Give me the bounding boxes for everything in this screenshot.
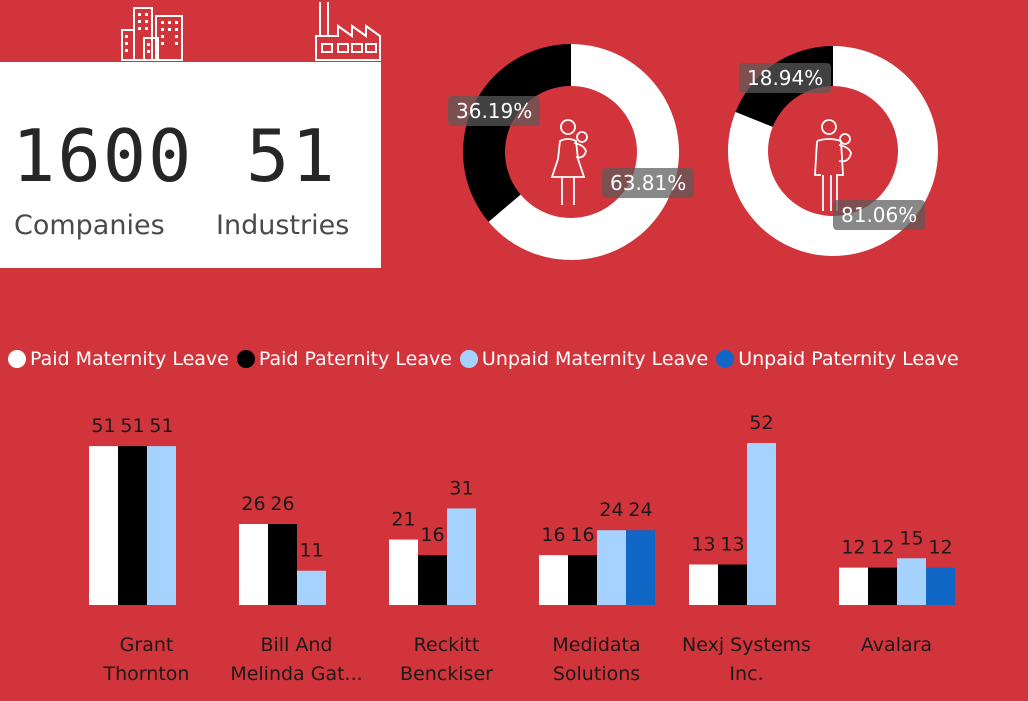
legend-dot-icon: [459, 350, 478, 368]
chart-legend: Paid Maternity Leave Paid Paternity Leav…: [8, 348, 967, 370]
legend-dot-icon: [716, 350, 735, 368]
bar[interactable]: [626, 530, 655, 605]
category-label: Grant Thornton: [72, 631, 222, 689]
legend-item-paid-maternity[interactable]: Paid Maternity Leave: [8, 348, 229, 370]
category-label-line: Solutions: [552, 663, 641, 685]
legend-label: Unpaid Paternity Leave: [738, 348, 959, 370]
donut1-slice-label-white: 63.81%: [602, 168, 695, 198]
data-label: 16: [570, 524, 594, 546]
legend-label: Unpaid Maternity Leave: [481, 348, 709, 370]
category-label: Bill And Melinda Gat...: [222, 631, 372, 689]
bar[interactable]: [418, 555, 447, 605]
category-label-line: Benckiser: [400, 663, 493, 685]
data-label: 11: [299, 540, 323, 562]
bar[interactable]: [147, 446, 176, 605]
data-label: 24: [628, 499, 652, 521]
bar[interactable]: [568, 555, 597, 605]
bar[interactable]: [718, 564, 747, 606]
maternity-donut-chart: [463, 43, 679, 260]
data-label: 12: [870, 537, 894, 559]
category-label-line: Grant: [119, 634, 174, 656]
data-label: 51: [91, 415, 115, 437]
donut2-slice-label-black: 18.94%: [739, 63, 832, 93]
donut-slice[interactable]: [488, 44, 679, 260]
industries-count: 51: [246, 114, 337, 198]
category-label-line: [822, 660, 972, 689]
father-child-icon: [814, 119, 852, 211]
data-label: 26: [241, 493, 265, 515]
data-label: 51: [149, 415, 173, 437]
bar[interactable]: [597, 530, 626, 605]
category-label-line: Nexj Systems: [682, 634, 811, 656]
category-label: Avalara: [822, 631, 972, 689]
legend-label: Paid Paternity Leave: [258, 348, 452, 370]
kpi-card: 1600 Companies 51 Industries: [0, 62, 381, 268]
category-label-line: Thornton: [103, 663, 190, 685]
category-label: Medidata Solutions: [522, 631, 672, 689]
bar[interactable]: [239, 524, 268, 605]
bar[interactable]: [297, 570, 326, 605]
bar[interactable]: [118, 446, 147, 605]
bar[interactable]: [89, 446, 118, 605]
data-label: 15: [899, 527, 923, 549]
bar[interactable]: [689, 564, 718, 606]
category-label-line: Medidata: [552, 634, 641, 656]
legend-dot-icon: [236, 350, 255, 368]
companies-count: 1600: [12, 114, 194, 198]
data-label: 12: [928, 537, 952, 559]
data-label: 12: [841, 537, 865, 559]
legend-label: Paid Maternity Leave: [30, 348, 229, 370]
bar[interactable]: [747, 443, 776, 605]
category-label: Reckitt Benckiser: [372, 631, 522, 689]
data-label: 21: [391, 509, 415, 531]
mother-child-icon: [550, 119, 588, 205]
bar[interactable]: [926, 567, 955, 605]
factory-icon: [315, 2, 381, 61]
buildings-icon: [121, 7, 183, 61]
data-label: 16: [420, 524, 444, 546]
data-label: 13: [720, 534, 744, 556]
data-label: 52: [749, 412, 773, 434]
legend-item-paid-paternity[interactable]: Paid Paternity Leave: [236, 348, 452, 370]
bar[interactable]: [447, 508, 476, 605]
bar[interactable]: [539, 555, 568, 605]
category-label-line: Avalara: [860, 634, 933, 656]
legend-item-unpaid-maternity[interactable]: Unpaid Maternity Leave: [459, 348, 709, 370]
bar[interactable]: [389, 539, 418, 605]
bar[interactable]: [268, 524, 297, 605]
category-label-line: Melinda Gat...: [230, 663, 363, 685]
data-label: 51: [120, 415, 144, 437]
category-label-line: Reckitt: [413, 634, 480, 656]
legend-dot-icon: [8, 350, 26, 368]
category-label-line: Bill And: [260, 634, 333, 656]
category-label-line: Inc.: [729, 663, 764, 685]
data-label: 31: [449, 477, 473, 499]
data-label: 16: [541, 524, 565, 546]
donut1-slice-label-black: 36.19%: [448, 96, 541, 126]
legend-item-unpaid-paternity[interactable]: Unpaid Paternity Leave: [716, 348, 959, 370]
donut2-slice-label-white: 81.06%: [833, 200, 926, 230]
data-label: 13: [691, 534, 715, 556]
companies-label: Companies: [14, 210, 165, 241]
category-label: Nexj Systems Inc.: [672, 631, 822, 689]
data-label: 24: [599, 499, 623, 521]
donut-slice[interactable]: [463, 43, 571, 222]
industries-label: Industries: [216, 210, 350, 241]
bar[interactable]: [839, 567, 868, 605]
data-label: 26: [270, 493, 294, 515]
bar[interactable]: [897, 558, 926, 605]
bar[interactable]: [868, 567, 897, 605]
